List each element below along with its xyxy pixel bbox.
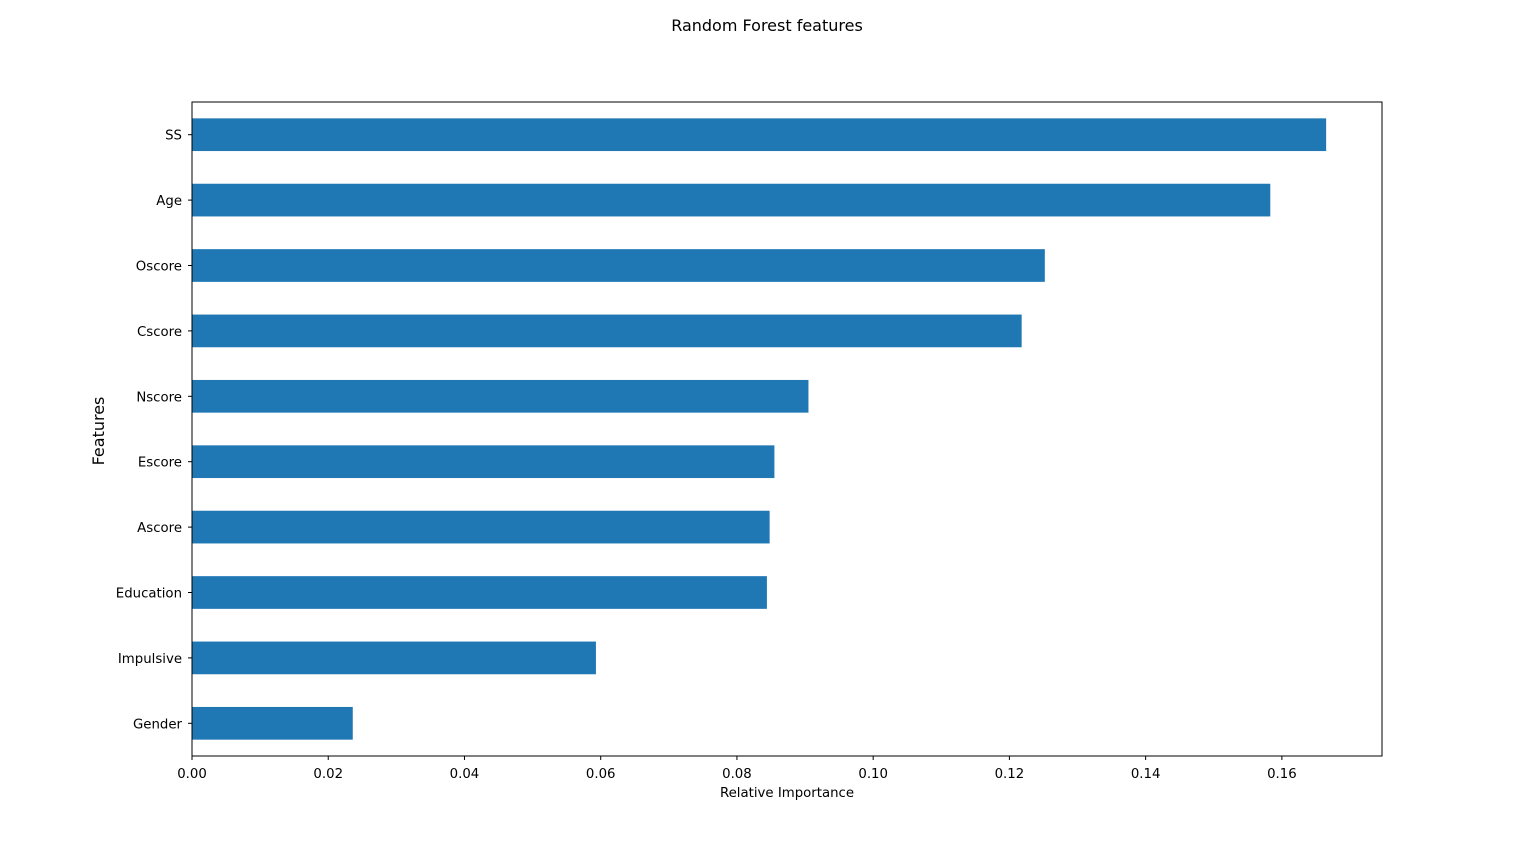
x-tick-label: 0.10 bbox=[858, 767, 888, 782]
bar-gender bbox=[192, 706, 353, 740]
y-tick-label: Impulsive bbox=[118, 652, 182, 667]
bars bbox=[192, 118, 1327, 740]
y-tick-label: Oscore bbox=[136, 260, 182, 275]
plot-frame bbox=[191, 101, 1383, 757]
y-tick-label: Cscore bbox=[137, 325, 182, 340]
bar-education bbox=[192, 576, 767, 609]
y-tick-label: Education bbox=[116, 587, 182, 602]
bar-cscore bbox=[192, 314, 1022, 348]
x-tick-label: 0.06 bbox=[586, 767, 616, 782]
bar-ascore bbox=[192, 510, 770, 544]
x-tick-label: 0.02 bbox=[313, 767, 343, 782]
y-tick-label: Nscore bbox=[136, 390, 182, 405]
y-axis-ticks: Gender Impulsive Education Ascore Escore Nsco… bbox=[116, 129, 192, 732]
x-tick-label: 0.00 bbox=[177, 767, 207, 782]
bar-age bbox=[192, 183, 1271, 217]
x-axis-label: Relative Importance bbox=[720, 786, 854, 801]
bar-oscore bbox=[192, 249, 1045, 282]
x-tick-label: 0.12 bbox=[995, 767, 1025, 782]
x-tick-label: 0.16 bbox=[1267, 767, 1297, 782]
bar-nscore bbox=[192, 379, 809, 413]
bar-escore bbox=[192, 445, 775, 479]
x-axis-ticks: 0.00 0.02 0.04 0.06 0.08 0.10 0.12 0.14 0.16 bbox=[177, 756, 1297, 782]
y-tick-label: Escore bbox=[138, 456, 182, 471]
x-tick-label: 0.08 bbox=[722, 767, 752, 782]
chart-title: Random Forest features bbox=[671, 16, 863, 35]
y-axis-label: Features bbox=[89, 397, 108, 466]
y-tick-label: Gender bbox=[133, 717, 183, 732]
x-tick-label: 0.14 bbox=[1131, 767, 1161, 782]
bar-impulsive bbox=[192, 641, 596, 675]
x-tick-label: 0.04 bbox=[450, 767, 480, 782]
y-tick-label: SS bbox=[165, 129, 182, 144]
y-tick-label: Age bbox=[156, 194, 182, 209]
y-tick-label: Ascore bbox=[137, 521, 182, 536]
bar-ss bbox=[192, 118, 1327, 152]
